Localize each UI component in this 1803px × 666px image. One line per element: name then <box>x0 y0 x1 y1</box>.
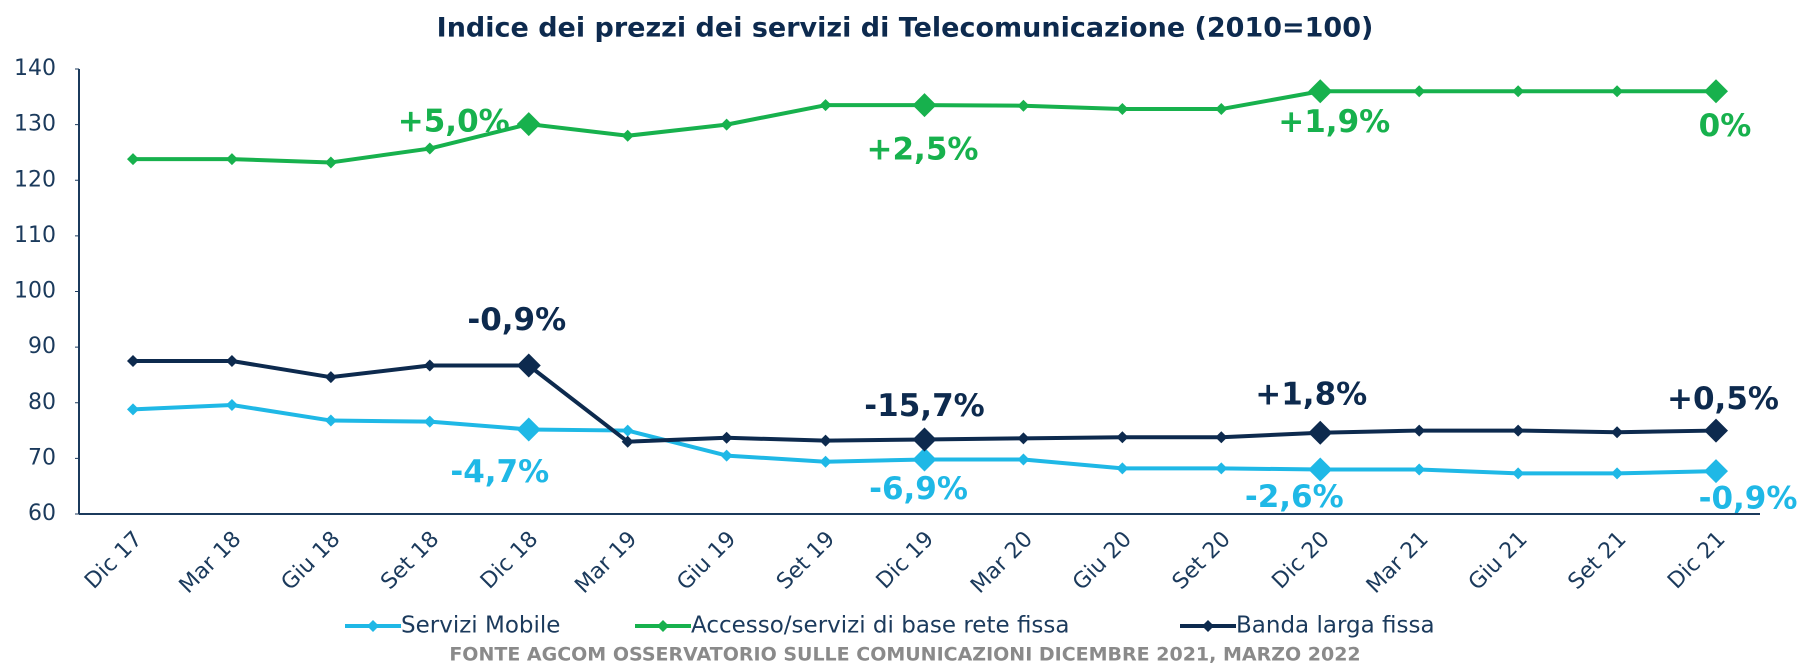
highlight-point <box>912 427 937 452</box>
x-tick-label: Mar 20 <box>966 527 1038 599</box>
point <box>1413 424 1426 437</box>
point <box>127 153 139 166</box>
highlight-point <box>1308 457 1333 482</box>
highlight-point <box>1704 459 1728 484</box>
point <box>1215 103 1228 116</box>
y-tick-label: 60 <box>28 501 56 526</box>
point <box>324 414 337 427</box>
source: FONTE AGCOM OSSERVATORIO SULLE COMUNICAZ… <box>449 644 1360 666</box>
annotation: +0,5% <box>1667 381 1779 417</box>
point <box>621 435 634 448</box>
highlight-point <box>912 447 937 472</box>
x-tick-label: Set 18 <box>376 527 444 595</box>
highlight-point <box>1308 420 1333 445</box>
point <box>1512 424 1525 437</box>
y-tick-label: 110 <box>14 223 56 248</box>
point <box>1017 432 1030 445</box>
y-tick-label: 140 <box>14 56 56 81</box>
point <box>819 99 832 112</box>
annotation: -0,9% <box>1699 481 1798 517</box>
highlight-point <box>1704 418 1728 443</box>
annotation: +1,9% <box>1278 104 1390 140</box>
point <box>1116 103 1129 116</box>
x-tick-label: Dic 18 <box>476 527 543 594</box>
legend-label: Servizi Mobile <box>401 613 560 639</box>
x-tick-label: Mar 19 <box>570 527 642 599</box>
point <box>225 153 238 166</box>
point <box>1611 426 1624 439</box>
y-tick-label: 80 <box>28 390 56 415</box>
legend-label: Banda larga fissa <box>1236 613 1435 639</box>
legend-marker <box>657 620 669 632</box>
y-tick-label: 130 <box>14 112 56 137</box>
y-tick-label: 100 <box>14 279 56 304</box>
point <box>225 355 238 368</box>
x-tick-label: Giu 19 <box>672 527 741 596</box>
x-tick-label: Dic 17 <box>80 527 147 594</box>
x-tick-label: Giu 21 <box>1464 527 1533 596</box>
point <box>1611 467 1624 480</box>
x-tick-label: Giu 18 <box>277 527 346 596</box>
point <box>1116 462 1129 475</box>
point <box>1611 85 1624 98</box>
annotation: +1,8% <box>1255 376 1367 412</box>
point <box>423 142 436 155</box>
highlight-point <box>1704 79 1728 104</box>
annotation: -4,7% <box>450 454 549 490</box>
point <box>324 156 337 169</box>
point <box>819 455 832 468</box>
point <box>225 398 238 411</box>
annotation: -6,9% <box>869 471 968 507</box>
point <box>1413 463 1426 476</box>
point <box>423 415 436 428</box>
point <box>720 449 733 462</box>
point <box>1413 85 1426 98</box>
point <box>1017 453 1030 466</box>
y-tick-label: 90 <box>28 334 56 359</box>
x-tick-label: Dic 20 <box>1267 527 1334 594</box>
annotation: +2,5% <box>867 132 979 168</box>
point <box>621 129 634 142</box>
point <box>127 403 139 416</box>
highlight-point <box>516 353 541 378</box>
point <box>819 434 832 447</box>
annotation: -2,6% <box>1245 479 1344 515</box>
point <box>1215 431 1228 444</box>
x-tick-label: Mar 18 <box>175 527 247 599</box>
chart-title: Indice dei prezzi dei servizi di Telecom… <box>437 13 1374 44</box>
highlight-point <box>516 112 541 137</box>
point <box>720 431 733 444</box>
legend-marker <box>1202 620 1214 632</box>
point <box>1116 431 1129 444</box>
point <box>621 424 634 437</box>
point <box>423 359 436 372</box>
point <box>1512 467 1525 480</box>
x-tick-label: Giu 20 <box>1068 527 1137 596</box>
point <box>1215 462 1228 475</box>
x-tick-label: Set 20 <box>1168 527 1236 595</box>
annotation: -0,9% <box>467 302 566 338</box>
y-tick-label: 120 <box>14 167 56 192</box>
x-tick-label: Dic 21 <box>1663 527 1730 594</box>
point <box>324 371 337 384</box>
x-tick-label: Dic 19 <box>872 527 939 594</box>
x-tick-label: Set 19 <box>772 527 840 595</box>
annotation: +5,0% <box>398 104 510 140</box>
highlight-point <box>912 93 937 118</box>
point <box>127 355 139 368</box>
x-tick-label: Mar 21 <box>1362 527 1434 599</box>
annotation: -15,7% <box>864 388 984 424</box>
point <box>1017 99 1030 112</box>
y-tick-label: 70 <box>28 445 56 470</box>
annotation: 0% <box>1699 108 1752 144</box>
highlight-point <box>516 417 541 442</box>
legend-marker <box>367 620 379 632</box>
x-tick-label: Set 21 <box>1564 527 1632 595</box>
point <box>720 118 733 131</box>
legend-label: Accesso/servizi di base rete fissa <box>691 613 1070 639</box>
point <box>1512 85 1525 98</box>
highlight-point <box>1308 79 1333 104</box>
